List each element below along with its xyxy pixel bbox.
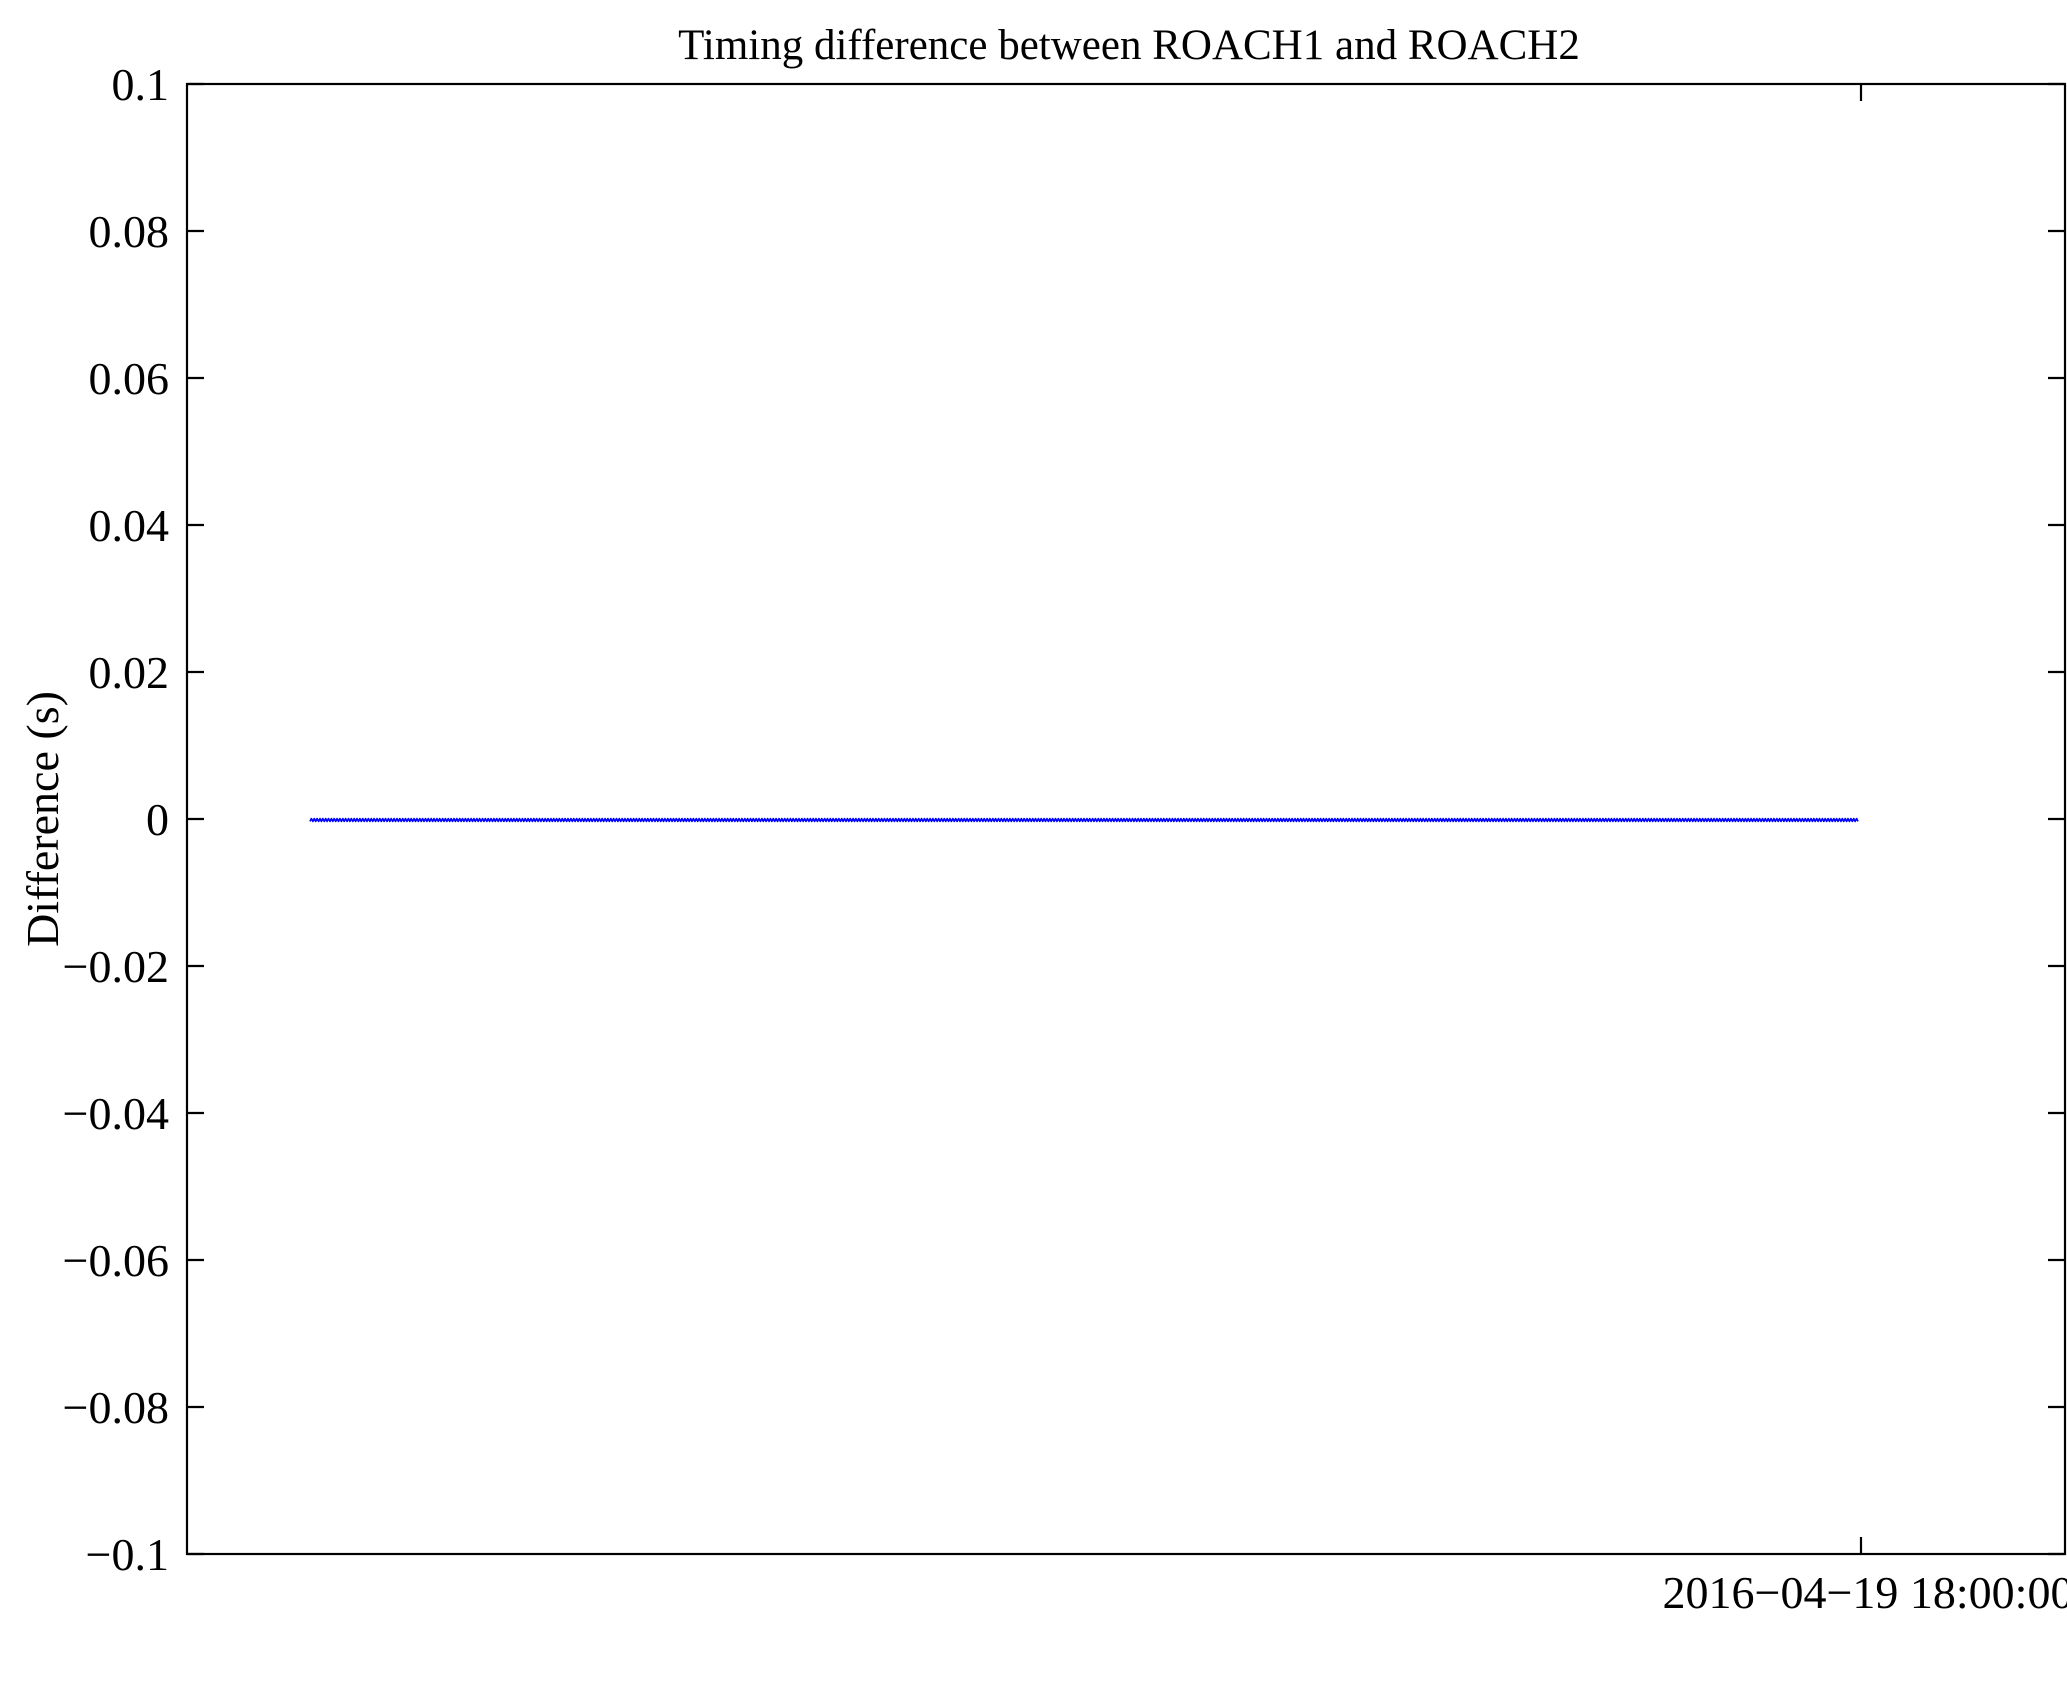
svg-text:0.02: 0.02	[89, 647, 170, 698]
svg-text:0.06: 0.06	[89, 353, 170, 404]
svg-text:0.1: 0.1	[112, 59, 170, 110]
svg-text:Timing difference between ROAC: Timing difference between ROACH1 and ROA…	[678, 22, 1580, 69]
svg-text:−0.02: −0.02	[63, 941, 169, 992]
svg-text:−0.06: −0.06	[63, 1235, 169, 1286]
svg-text:−0.04: −0.04	[63, 1088, 169, 1139]
svg-text:0: 0	[146, 794, 169, 845]
svg-text:0.04: 0.04	[89, 500, 170, 551]
svg-text:−0.1: −0.1	[86, 1529, 169, 1580]
svg-text:Difference (s): Difference (s)	[17, 691, 68, 947]
svg-text:2016−04−19 18:00:00: 2016−04−19 18:00:00	[1663, 1567, 2067, 1618]
svg-text:−0.08: −0.08	[63, 1382, 169, 1433]
svg-text:0.08: 0.08	[89, 206, 170, 257]
